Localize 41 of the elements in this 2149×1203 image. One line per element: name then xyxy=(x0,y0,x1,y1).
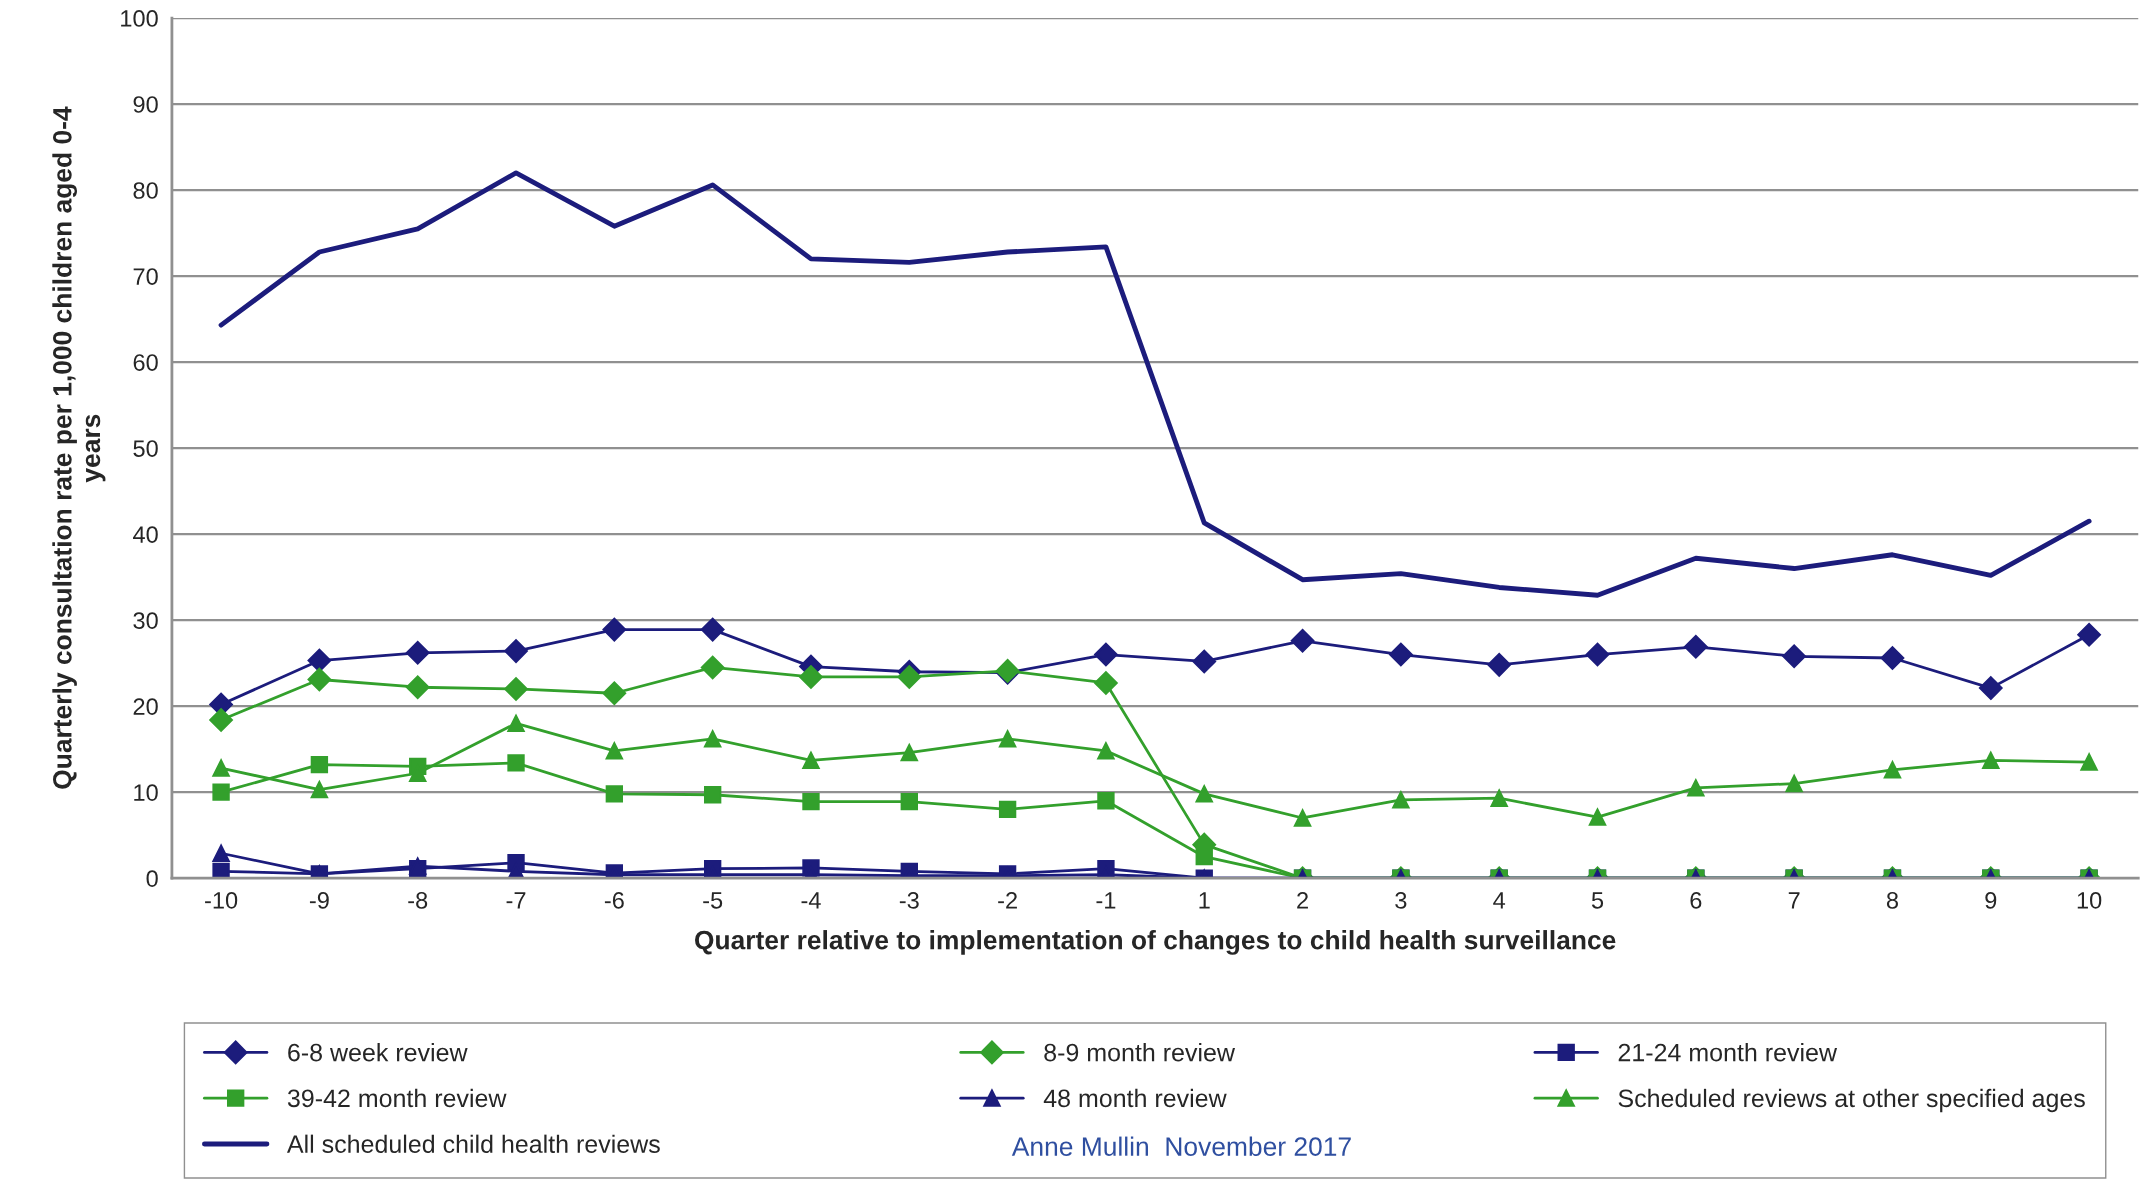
x-tick-label: 5 xyxy=(1591,892,1604,909)
y-tick-label: 20 xyxy=(133,698,158,715)
x-tick-label: -2 xyxy=(998,892,1017,909)
x-tick-label: -1 xyxy=(1096,892,1116,909)
y-tick-label: 60 xyxy=(133,354,158,371)
x-tick-label: 4 xyxy=(1493,892,1506,909)
legend-label: All scheduled child health reviews xyxy=(286,1134,660,1153)
x-tick-label: 8 xyxy=(1886,892,1898,909)
y-tick-label: 50 xyxy=(133,440,158,457)
legend-label: Scheduled reviews at other specified ages xyxy=(1618,1088,2085,1113)
legend-label: 48 month review xyxy=(1043,1088,1227,1108)
y-axis-title: Quarterly consultation rate per 1,000 children aged 0-4 years xyxy=(52,106,106,789)
legend-label: 21-24 month review xyxy=(1618,1043,1838,1062)
x-tick-label: -9 xyxy=(309,892,329,909)
legend-label: 8-9 month review xyxy=(1044,1043,1236,1062)
x-tick-label: -5 xyxy=(703,892,723,909)
legend-label: 39-42 month review xyxy=(287,1088,507,1108)
text: Anne Mullin November 2017 xyxy=(1011,1136,1351,1156)
x-tick-label: -7 xyxy=(506,892,526,909)
x-tick-label: 2 xyxy=(1297,892,1308,909)
x-tick-label: -3 xyxy=(899,892,919,909)
x-tick-label: -6 xyxy=(604,892,624,909)
x-tick-label: 3 xyxy=(1395,892,1407,909)
x-tick-label: -8 xyxy=(408,892,428,909)
x-axis-title: Quarter relative to implementation of changes to child health surveillance xyxy=(695,930,1616,955)
x-tick-label: -10 xyxy=(205,892,238,909)
x-tick-label: 9 xyxy=(1985,892,1997,909)
y-tick-label: 80 xyxy=(133,182,158,199)
y-tick-label: 0 xyxy=(146,870,158,887)
legend-label: 6-8 week review xyxy=(288,1043,468,1062)
x-tick-label: 7 xyxy=(1788,892,1800,909)
y-tick-label: 70 xyxy=(133,268,158,285)
x-tick-label: -4 xyxy=(801,892,821,909)
x-tick-label: 1 xyxy=(1199,892,1210,909)
y-tick-label: 30 xyxy=(133,612,158,629)
x-tick-label: 10 xyxy=(2077,892,2102,909)
y-tick-label: 10 xyxy=(134,784,158,801)
y-tick-label: 90 xyxy=(133,96,158,113)
x-tick-label: 6 xyxy=(1690,892,1702,909)
y-tick-label: 100 xyxy=(121,10,158,27)
y-tick-label: 40 xyxy=(133,526,158,543)
